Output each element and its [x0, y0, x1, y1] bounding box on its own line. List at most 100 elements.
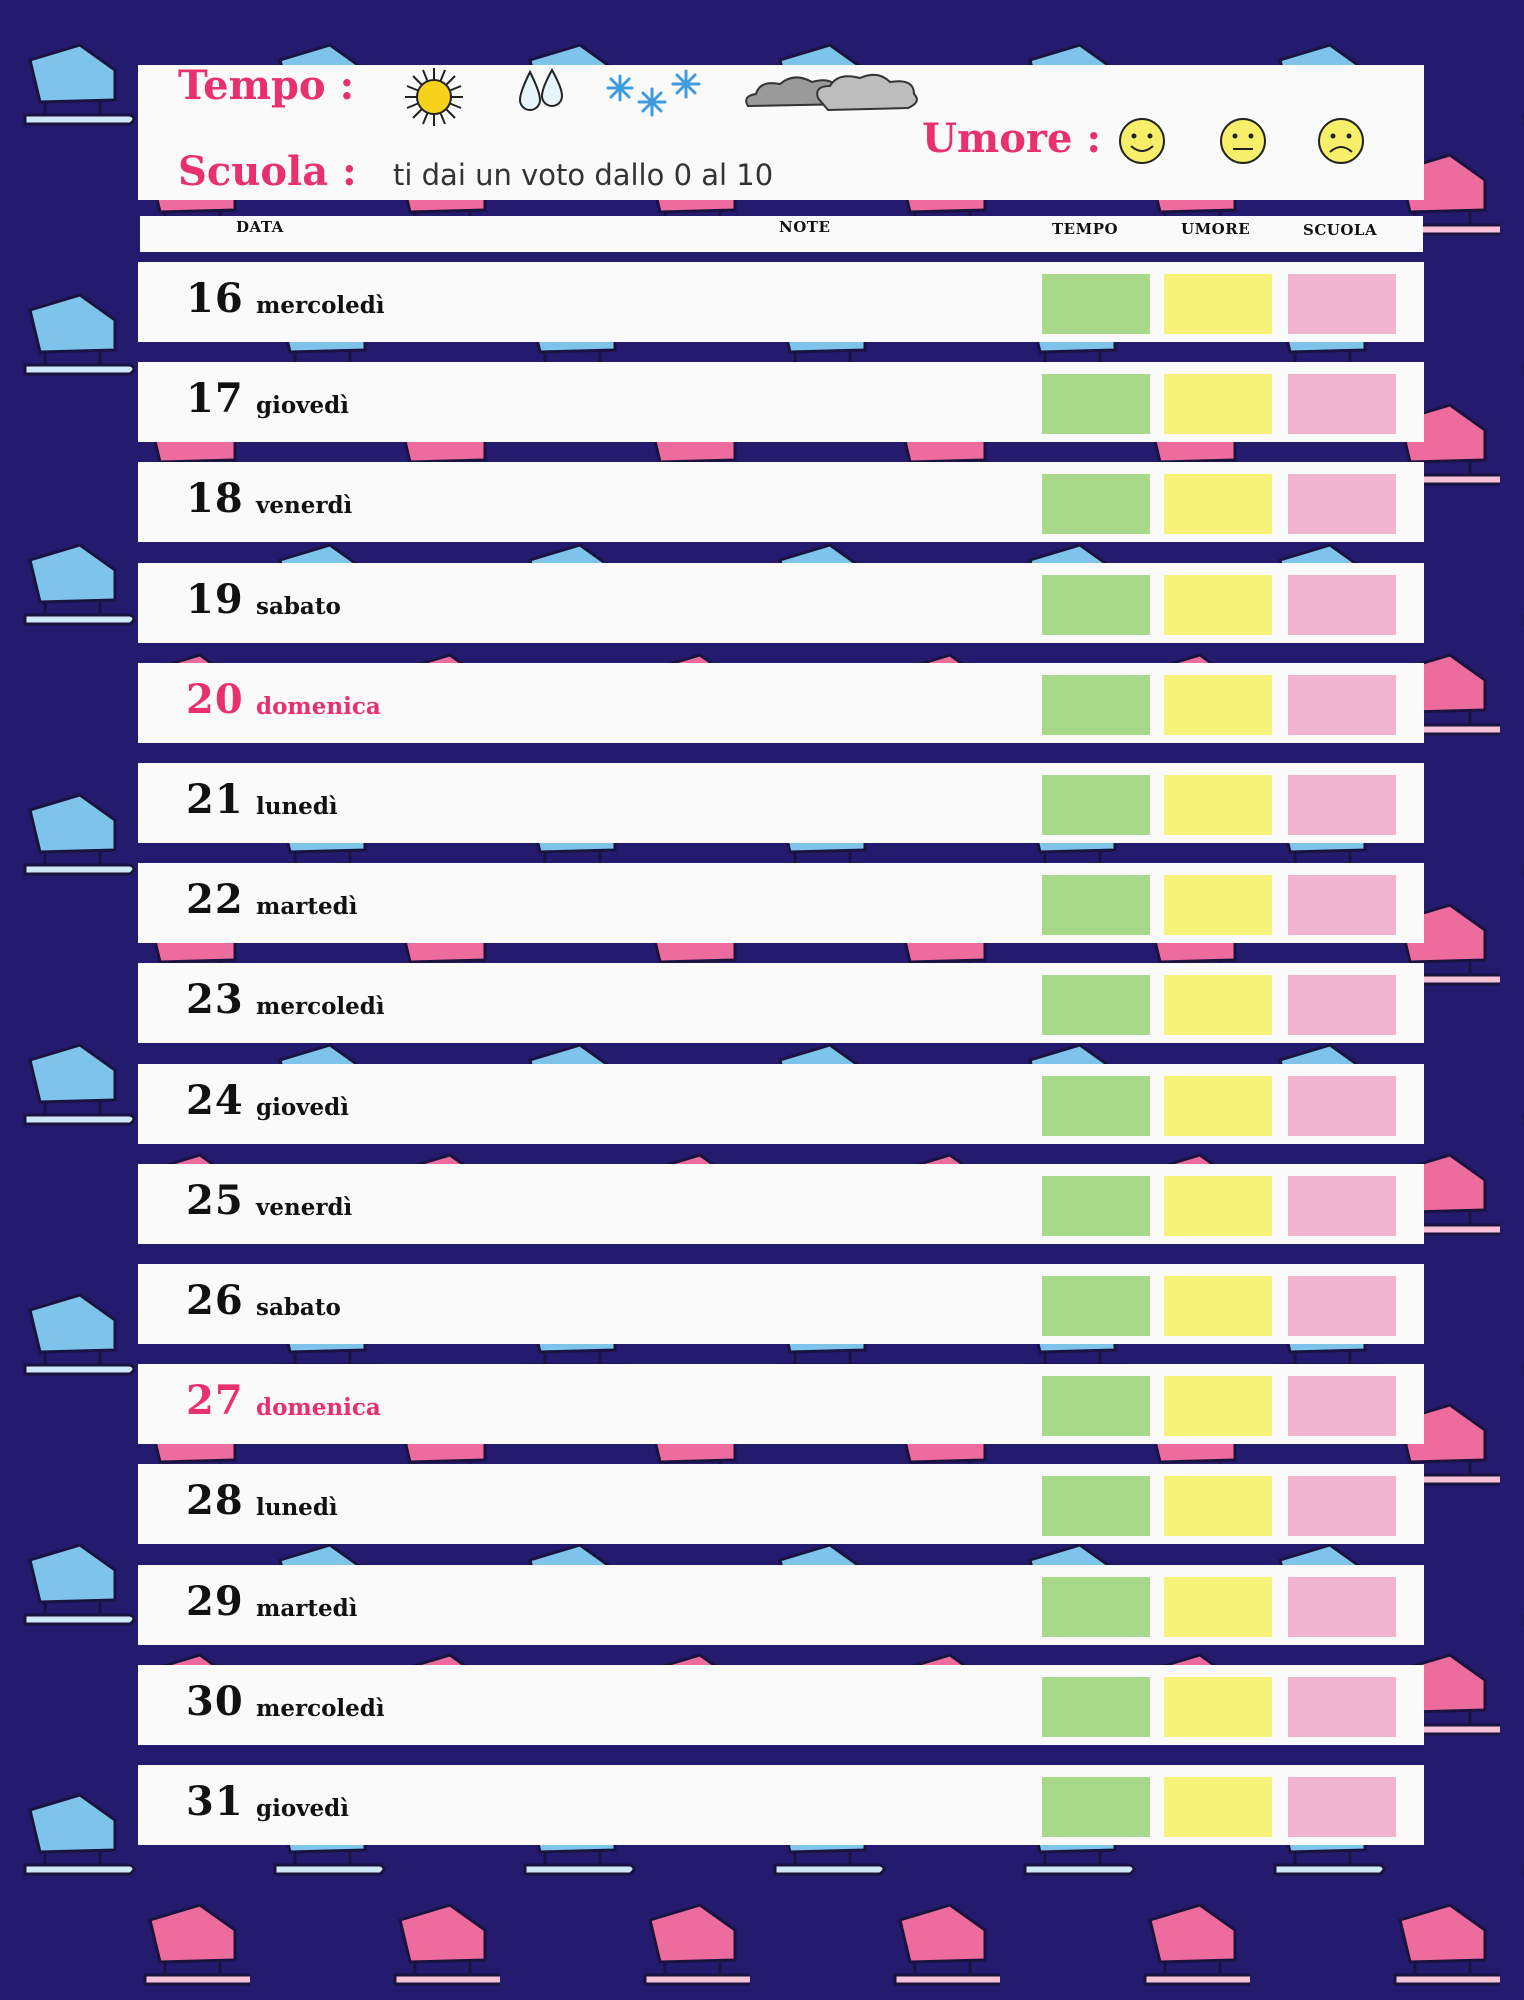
day-number: 31 — [186, 1778, 244, 1825]
scuola-box[interactable] — [1288, 1577, 1396, 1637]
umore-box[interactable] — [1164, 1376, 1272, 1436]
umore-box[interactable] — [1164, 1276, 1272, 1336]
day-number: 28 — [186, 1477, 244, 1524]
note-field[interactable] — [468, 370, 1028, 434]
day-name: mercoledì — [256, 1695, 385, 1722]
note-field[interactable] — [468, 1172, 1028, 1236]
day-name: domenica — [256, 1394, 381, 1421]
scuola-box[interactable] — [1288, 675, 1396, 735]
note-field[interactable] — [468, 771, 1028, 835]
note-field[interactable] — [468, 1472, 1028, 1536]
umore-box[interactable] — [1164, 274, 1272, 334]
scuola-box[interactable] — [1288, 1076, 1396, 1136]
tempo-box[interactable] — [1042, 1176, 1150, 1236]
day-name: giovedì — [256, 392, 349, 419]
scuola-box[interactable] — [1288, 1476, 1396, 1536]
scuola-box[interactable] — [1288, 1677, 1396, 1737]
tempo-box[interactable] — [1042, 875, 1150, 935]
umore-box[interactable] — [1164, 575, 1272, 635]
umore-box[interactable] — [1164, 1176, 1272, 1236]
tempo-box[interactable] — [1042, 374, 1150, 434]
scuola-box[interactable] — [1288, 1376, 1396, 1436]
note-field[interactable] — [468, 1773, 1028, 1837]
day-name: sabato — [256, 593, 341, 620]
day-number: 27 — [186, 1377, 244, 1424]
scuola-box[interactable] — [1288, 374, 1396, 434]
scuola-box[interactable] — [1288, 474, 1396, 534]
column-header-note: NOTE — [779, 218, 831, 236]
umore-box[interactable] — [1164, 1076, 1272, 1136]
sun-icon — [405, 68, 463, 126]
scuola-box[interactable] — [1288, 274, 1396, 334]
day-row: 30 mercoledì — [138, 1665, 1424, 1745]
tempo-box[interactable] — [1042, 474, 1150, 534]
day-row: 29 martedì — [138, 1565, 1424, 1645]
day-row: 23 mercoledì — [138, 963, 1424, 1043]
note-field[interactable] — [468, 1272, 1028, 1336]
scuola-box[interactable] — [1288, 775, 1396, 835]
day-number: 21 — [186, 776, 244, 823]
day-row: 21 lunedì — [138, 763, 1424, 843]
scuola-box[interactable] — [1288, 575, 1396, 635]
scuola-box[interactable] — [1288, 1777, 1396, 1837]
tempo-box[interactable] — [1042, 1677, 1150, 1737]
umore-box[interactable] — [1164, 1577, 1272, 1637]
note-field[interactable] — [468, 1372, 1028, 1436]
note-field[interactable] — [468, 470, 1028, 534]
umore-box[interactable] — [1164, 1777, 1272, 1837]
note-field[interactable] — [468, 971, 1028, 1035]
day-row: 17 giovedì — [138, 362, 1424, 442]
day-name: venerdì — [256, 1194, 353, 1221]
umore-box[interactable] — [1164, 775, 1272, 835]
note-field[interactable] — [468, 1072, 1028, 1136]
umore-box[interactable] — [1164, 875, 1272, 935]
umore-box[interactable] — [1164, 474, 1272, 534]
day-row: 19 sabato — [138, 563, 1424, 643]
scuola-box[interactable] — [1288, 1176, 1396, 1236]
note-field[interactable] — [468, 270, 1028, 334]
tempo-box[interactable] — [1042, 975, 1150, 1035]
scuola-box[interactable] — [1288, 975, 1396, 1035]
umore-box[interactable] — [1164, 675, 1272, 735]
tempo-box[interactable] — [1042, 675, 1150, 735]
umore-label: Umore : — [922, 115, 1102, 162]
tempo-box[interactable] — [1042, 1577, 1150, 1637]
note-field[interactable] — [468, 671, 1028, 735]
day-number: 25 — [186, 1177, 244, 1224]
umore-box[interactable] — [1164, 1476, 1272, 1536]
tempo-box[interactable] — [1042, 775, 1150, 835]
umore-box[interactable] — [1164, 374, 1272, 434]
note-field[interactable] — [468, 871, 1028, 935]
tempo-box[interactable] — [1042, 1476, 1150, 1536]
day-row: 22 martedì — [138, 863, 1424, 943]
sad-face-icon — [1318, 118, 1364, 164]
column-header-data: DATA — [236, 218, 284, 236]
neutral-face-icon — [1220, 118, 1266, 164]
day-name: giovedì — [256, 1795, 349, 1822]
day-name: sabato — [256, 1294, 341, 1321]
day-name: venerdì — [256, 492, 353, 519]
tempo-box[interactable] — [1042, 575, 1150, 635]
column-header-umore: UMORE — [1181, 220, 1251, 238]
note-field[interactable] — [468, 1573, 1028, 1637]
column-header-scuola: SCUOLA — [1303, 221, 1378, 239]
scuola-box[interactable] — [1288, 1276, 1396, 1336]
tempo-box[interactable] — [1042, 1276, 1150, 1336]
day-name: martedì — [256, 893, 358, 920]
day-name: lunedì — [256, 1494, 338, 1521]
scuola-label: Scuola : — [178, 148, 357, 195]
tempo-box[interactable] — [1042, 1076, 1150, 1136]
scuola-box[interactable] — [1288, 875, 1396, 935]
umore-box[interactable] — [1164, 975, 1272, 1035]
note-field[interactable] — [468, 571, 1028, 635]
snowflakes-icon — [606, 69, 701, 117]
tempo-box[interactable] — [1042, 274, 1150, 334]
tempo-box[interactable] — [1042, 1777, 1150, 1837]
column-header-bar — [140, 216, 1423, 252]
tempo-box[interactable] — [1042, 1376, 1150, 1436]
day-row: 18 venerdì — [138, 462, 1424, 542]
day-row: 16 mercoledì — [138, 262, 1424, 342]
note-field[interactable] — [468, 1673, 1028, 1737]
umore-box[interactable] — [1164, 1677, 1272, 1737]
day-number: 30 — [186, 1678, 244, 1725]
